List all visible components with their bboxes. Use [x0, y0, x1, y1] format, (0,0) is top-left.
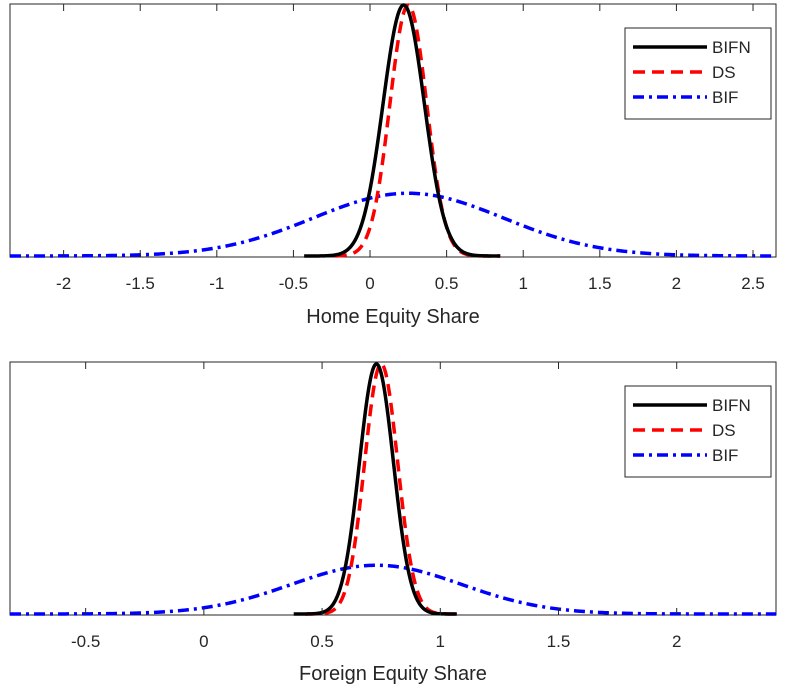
legend-label-bifn: BIFN — [712, 38, 751, 57]
x-tick-label: 2 — [672, 632, 681, 651]
x-tick-label: -1.5 — [126, 274, 155, 293]
x-axis-label: Foreign Equity Share — [299, 663, 487, 685]
panel-foreign-equity: -0.5 0 0.5 1 1.5 2 Foreign Equity Share BIFN D… — [9, 361, 777, 685]
series-line-bif — [10, 191, 777, 258]
x-tick-label: 2 — [672, 274, 681, 293]
series-curves — [9, 362, 776, 616]
legend-label-bif: BIF — [712, 88, 738, 107]
x-tick-label: 1.5 — [588, 274, 612, 293]
legend-label-ds: DS — [712, 421, 736, 440]
series-line-bif — [9, 563, 776, 616]
x-tick-label: -2 — [56, 274, 71, 293]
x-tick-label: -1 — [209, 274, 224, 293]
series-curves — [10, 3, 777, 258]
series-line-bifn — [293, 362, 457, 616]
x-tick-label: -0.5 — [71, 632, 100, 651]
x-tick-label: 0 — [199, 632, 208, 651]
panel-home-equity: -2 -1.5 -1 -0.5 0 0.5 1 1.5 2 2.5 Home Equity Sha… — [9, 3, 777, 328]
x-tick-label: -0.5 — [279, 274, 308, 293]
legend: BIFN DS BIF — [624, 385, 772, 478]
x-tick-label: 2.5 — [741, 274, 765, 293]
legend-label-bifn: BIFN — [712, 396, 751, 415]
x-axis-label: Home Equity Share — [306, 306, 479, 328]
x-tick-label: 0 — [365, 274, 374, 293]
series-line-ds — [334, 3, 501, 258]
x-tick-label: 1 — [436, 632, 445, 651]
x-tick-label: 1 — [518, 274, 527, 293]
x-tick-label: 1.5 — [547, 632, 571, 651]
x-tick-label: 0.5 — [435, 274, 459, 293]
legend-label-ds: DS — [712, 63, 736, 82]
legend: BIFN DS BIF — [624, 27, 772, 120]
series-line-bifn — [304, 3, 501, 258]
x-ticks: -0.5 0 0.5 1 1.5 2 — [71, 362, 681, 651]
legend-label-bif: BIF — [712, 446, 738, 465]
x-ticks: -2 -1.5 -1 -0.5 0 0.5 1 1.5 2 2.5 — [56, 4, 765, 293]
x-tick-label: 0.5 — [310, 632, 334, 651]
